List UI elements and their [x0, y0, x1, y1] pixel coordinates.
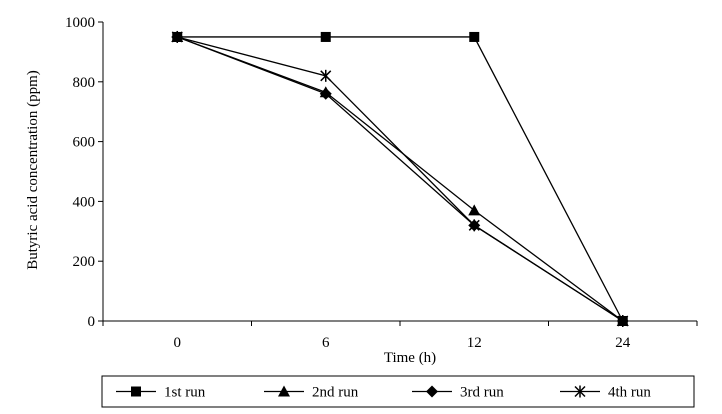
legend-label: 4th run — [608, 385, 651, 401]
y-tick-label: 200 — [73, 254, 96, 270]
data-point — [320, 69, 332, 82]
legend-marker — [131, 386, 141, 397]
x-axis-title: Time (h) — [384, 350, 436, 366]
series-4 — [171, 30, 629, 327]
legend-marker — [574, 385, 586, 398]
series-layer — [171, 30, 629, 327]
legend-item: 4th run — [560, 385, 651, 401]
series-line — [177, 36, 624, 322]
data-point — [617, 315, 629, 327]
series-2 — [171, 30, 629, 326]
y-tick-label: 800 — [73, 75, 96, 91]
series-1 — [172, 31, 628, 326]
legend-label: 3rd run — [460, 385, 504, 401]
data-point — [171, 30, 183, 43]
legend-label: 2nd run — [312, 385, 359, 401]
data-point — [469, 31, 480, 42]
y-axis-title: Butyric acid concentration (ppm) — [25, 70, 41, 270]
x-tick-label: 6 — [322, 335, 330, 351]
legend-label: 1st run — [164, 385, 206, 401]
legend-item: 2nd run — [264, 385, 359, 401]
legend-item: 3rd run — [412, 385, 504, 401]
legend: 1st run 2nd run 3rd run 4th run — [101, 375, 695, 408]
legend-marker — [278, 385, 290, 397]
series-line — [177, 36, 624, 322]
x-tick-label: 24 — [615, 335, 631, 351]
tick-labels: 0 200 400 600 800 1000 0 6 12 24 — [65, 15, 631, 351]
y-tick-label: 1000 — [65, 15, 95, 31]
data-point — [320, 31, 331, 42]
axes — [98, 21, 698, 326]
x-tick-label: 0 — [174, 335, 182, 351]
data-point — [319, 87, 332, 100]
legend-marker — [426, 385, 438, 398]
x-tick-label: 12 — [467, 335, 482, 351]
data-point — [468, 204, 481, 216]
legend-item: 1st run — [116, 385, 206, 401]
y-tick-label: 600 — [73, 135, 96, 151]
series-3 — [171, 30, 629, 327]
data-point — [468, 219, 480, 232]
y-tick-label: 400 — [73, 194, 96, 210]
y-tick-label: 0 — [88, 314, 96, 330]
